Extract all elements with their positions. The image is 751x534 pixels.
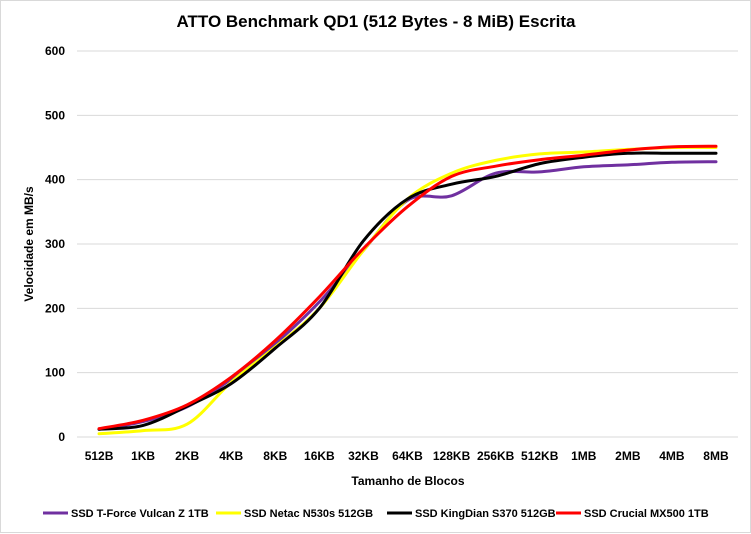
gridlines: [77, 50, 738, 438]
series-line-4: [97, 144, 718, 431]
x-tick-label: 4MB: [659, 449, 685, 463]
series-line-3: [97, 151, 718, 431]
x-tick-label: 64KB: [392, 449, 423, 463]
x-tick-label: 2MB: [615, 449, 641, 463]
y-tick-label: 600: [45, 44, 65, 58]
x-tick-label: 1KB: [131, 449, 155, 463]
series-line-2: [97, 145, 718, 436]
x-tick-label: 512KB: [521, 449, 559, 463]
legend-label: SSD T-Force Vulcan Z 1TB: [71, 508, 209, 520]
x-tick-label: 2KB: [175, 449, 199, 463]
legend-label: SSD Crucial MX500 1TB: [584, 508, 709, 520]
series-line-1: [97, 160, 718, 431]
x-tick-label: 4KB: [219, 449, 243, 463]
x-tick-label: 8KB: [263, 449, 287, 463]
legend-label: SSD KingDian S370 512GB: [415, 508, 556, 520]
y-tick-label: 500: [45, 108, 65, 122]
x-tick-label: 1MB: [571, 449, 597, 463]
series-lines: [97, 144, 718, 436]
x-tick-label: 256KB: [477, 449, 515, 463]
y-tick-label: 200: [45, 301, 65, 315]
x-tick-label: 512B: [85, 449, 114, 463]
x-axis-ticks: 512B 1KB 2KB 4KB 8KB 16KB 32KB 64KB 128KB 256KB 51…: [85, 449, 729, 463]
x-tick-label: 32KB: [348, 449, 379, 463]
y-tick-label: 100: [45, 366, 65, 380]
y-axis-ticks: 0 100 200 300 400 500 600: [45, 44, 65, 444]
x-axis-label: Tamanho de Blocos: [351, 474, 464, 488]
x-tick-label: 8MB: [703, 449, 729, 463]
x-tick-label: 128KB: [433, 449, 471, 463]
legend: SSD T-Force Vulcan Z 1TB SSD Netac N530s …: [43, 508, 709, 520]
chart-title: ATTO Benchmark QD1 (512 Bytes - 8 MiB) E…: [176, 12, 576, 31]
legend-label: SSD Netac N530s 512GB: [244, 508, 373, 520]
y-tick-label: 300: [45, 237, 65, 251]
y-tick-label: 0: [58, 430, 65, 444]
x-tick-label: 16KB: [304, 449, 335, 463]
y-axis-label: Velocidade em MB/s: [22, 186, 36, 302]
y-tick-label: 400: [45, 173, 65, 187]
